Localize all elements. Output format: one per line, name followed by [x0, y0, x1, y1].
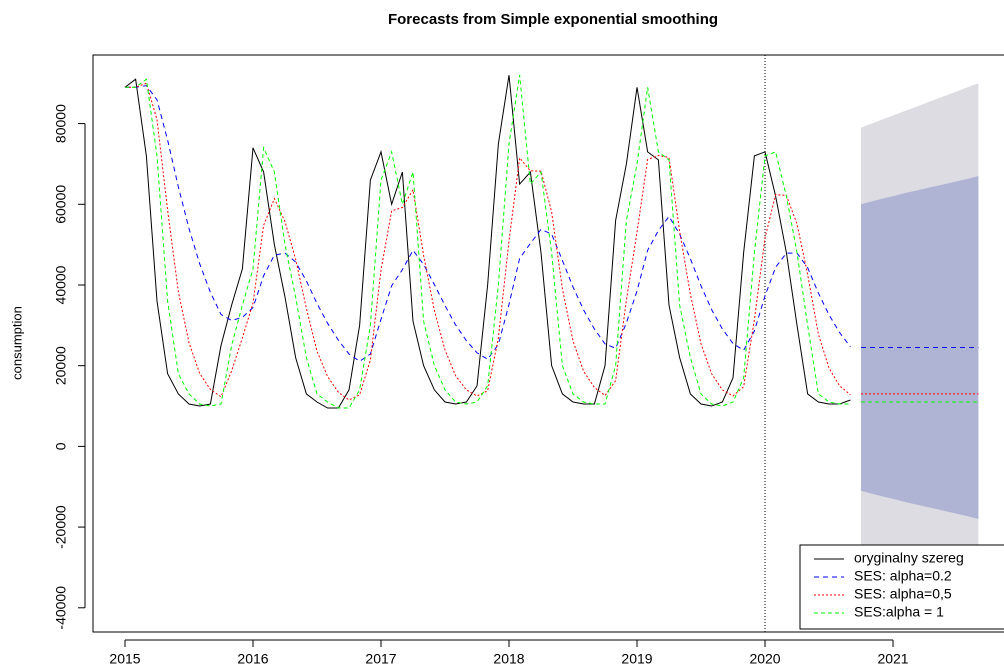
x-tick-label: 2015 [109, 651, 140, 667]
chart-title: Forecasts from Simple exponential smooth… [388, 11, 718, 28]
legend-label: oryginalny szereg [854, 550, 964, 566]
y-tick-label: 80000 [53, 104, 69, 143]
x-tick-label: 2016 [237, 651, 268, 667]
plot-frame [92, 54, 1004, 633]
y-tick-label: 40000 [53, 265, 69, 304]
x-tick-label: 2018 [493, 651, 524, 667]
series-line [124, 75, 851, 409]
plot-area [124, 55, 979, 632]
y-tick-label: 20000 [53, 346, 69, 385]
axes: -40000 -20000 0 20000 40000 60000 80000 2015 201… [53, 104, 909, 667]
legend: oryginalny szereg SES: alpha=0.2 SES: alph… [799, 544, 1004, 630]
series-line [125, 82, 851, 401]
y-tick-label: -40000 [53, 586, 69, 630]
y-tick-label: 0 [53, 442, 69, 450]
legend-label: SES: alpha=0,5 [854, 586, 952, 602]
x-tick-label: 2020 [749, 651, 780, 667]
y-tick-label: 60000 [53, 185, 69, 224]
y-axis-label: consumption [9, 306, 24, 380]
y-tick-label: -20000 [53, 505, 69, 549]
x-tick-label: 2019 [621, 651, 652, 667]
x-tick-label: 2021 [877, 651, 908, 667]
series-line [125, 85, 851, 362]
legend-label: SES:alpha = 1 [854, 604, 944, 620]
legend-label: SES: alpha=0.2 [854, 568, 952, 584]
series-line [125, 75, 851, 409]
x-tick-label: 2017 [365, 651, 396, 667]
